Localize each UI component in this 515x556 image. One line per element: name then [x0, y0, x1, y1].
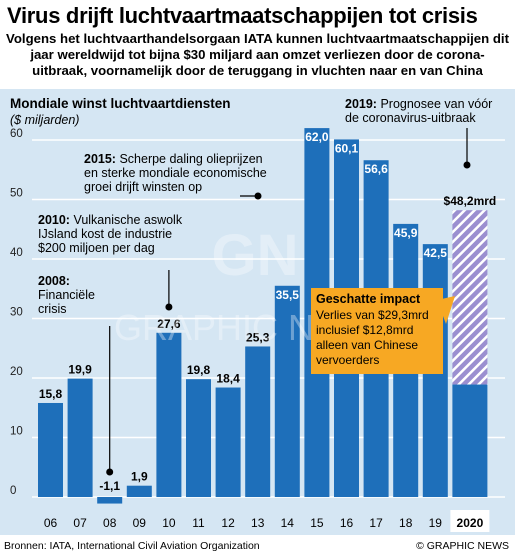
x-tick-label: 06 [44, 516, 58, 530]
annotation-line: crisis [38, 302, 66, 316]
bar [126, 485, 152, 497]
x-tick-label: 12 [221, 516, 235, 530]
x-tick-label: 14 [281, 516, 295, 530]
source-note: Bronnen: IATA, International Civil Aviat… [4, 540, 260, 552]
data-label: 56,6 [364, 162, 388, 176]
y-tick-label: 40 [10, 247, 23, 259]
y-axis-label: ($ miljarden) [10, 113, 79, 127]
annotation-2015: 2015: Scherpe daling olieprijzen en sterk… [84, 152, 267, 194]
x-tick-label: 18 [399, 516, 413, 530]
leader-dot-2019 [463, 161, 471, 169]
y-tick-label: 0 [10, 485, 16, 497]
impact-box-line: vervoerders [316, 353, 379, 367]
bar-negative [97, 497, 123, 504]
annotation-line: 2015: Scherpe daling olieprijzen [84, 152, 263, 166]
bar [38, 402, 63, 497]
leader-dot-2015 [254, 192, 262, 200]
annotation-line: groei drijft winsten op [84, 180, 202, 194]
annotation-line: 2010: Vulkanische aswolk [38, 213, 183, 227]
annotation-line: 2008: [38, 274, 73, 288]
annotation-2019: 2019: Prognosee van vóór de coronavirus-u… [345, 97, 492, 125]
annotation-line: en sterke mondiale economische [84, 166, 267, 180]
data-label: 19,9 [68, 363, 92, 377]
chart-title: Mondiale winst luchtvaartdiensten [10, 96, 231, 111]
x-tick-label: 13 [251, 516, 265, 530]
page-subtitle: Volgens het luchtvaarthandelsorgaan IATA… [6, 31, 509, 78]
data-label: -1,1 [99, 479, 120, 493]
x-tick-label: 11 [192, 516, 205, 530]
y-tick-label: 50 [10, 188, 23, 200]
bar [67, 378, 93, 497]
annotation-line: 2019: Prognosee van vóór [345, 97, 492, 111]
x-tick-label: 19 [429, 516, 443, 530]
x-tick-label: 10 [162, 516, 176, 530]
x-tick-label: 08 [103, 516, 117, 530]
watermark-logo: GN [212, 223, 299, 288]
impact-box-line: alleen van Chinese [316, 338, 418, 352]
x-tick-label: 09 [133, 516, 147, 530]
data-label: 25,3 [246, 330, 270, 344]
data-label: 62,0 [305, 130, 329, 144]
x-tick-label: 17 [369, 516, 383, 530]
annotation-year: 2015: [84, 152, 119, 166]
x-tick-label: 2020 [457, 516, 484, 530]
y-tick-label: 20 [10, 366, 23, 378]
data-label: 1,9 [131, 470, 148, 484]
copyright: © GRAPHIC NEWS [416, 540, 509, 552]
y-tick-label: 30 [10, 307, 23, 319]
page-title: Virus drijft luchtvaartmaatschappijen to… [7, 3, 478, 28]
data-label: $48,2mrd [444, 194, 497, 208]
annotation-line: IJsland kost de industrie [38, 227, 172, 241]
bar-2020-remaining [452, 384, 488, 497]
bar [274, 285, 300, 497]
annotation-line: Financiële [38, 288, 95, 302]
impact-box-title: Geschatte impact [316, 292, 421, 306]
x-tick-highlight [450, 510, 490, 532]
y-tick-label: 10 [10, 426, 23, 438]
annotation-line: de coronavirus-uitbraak [345, 111, 476, 125]
data-label: 45,9 [394, 226, 418, 240]
annotation-year: 2010: [38, 213, 73, 227]
x-tick-label: 07 [73, 516, 87, 530]
bar [245, 346, 271, 497]
annotation-2010: 2010: Vulkanische aswolk IJsland kost de … [38, 213, 183, 255]
annotation-2008: 2008: Financiële crisis [38, 274, 95, 316]
annotation-line: $200 miljoen per dag [38, 241, 155, 255]
bar [215, 387, 241, 497]
impact-box [311, 288, 443, 374]
bar [156, 332, 182, 497]
x-tick-label: 16 [340, 516, 354, 530]
data-label: 15,8 [39, 387, 63, 401]
data-label: 42,5 [424, 246, 448, 260]
annotation-year: 2008: [38, 274, 73, 288]
leader-dot-2008 [106, 468, 114, 476]
bar-2020-impact [452, 210, 488, 385]
y-tick-label: 60 [10, 128, 23, 140]
impact-box-line: inclusief $12,8mrd [316, 323, 413, 337]
x-tick-label: 15 [310, 516, 324, 530]
data-label: 35,5 [276, 288, 300, 302]
data-label: 60,1 [335, 141, 359, 155]
leader-dot-2010 [165, 303, 173, 311]
bar [186, 379, 211, 497]
data-label: 27,6 [157, 317, 181, 331]
impact-box-line: Verlies van $29,3mrd [316, 308, 429, 322]
data-label: 18,4 [216, 372, 240, 386]
annotation-year: 2019: [345, 97, 380, 111]
data-label: 19,8 [187, 363, 211, 377]
